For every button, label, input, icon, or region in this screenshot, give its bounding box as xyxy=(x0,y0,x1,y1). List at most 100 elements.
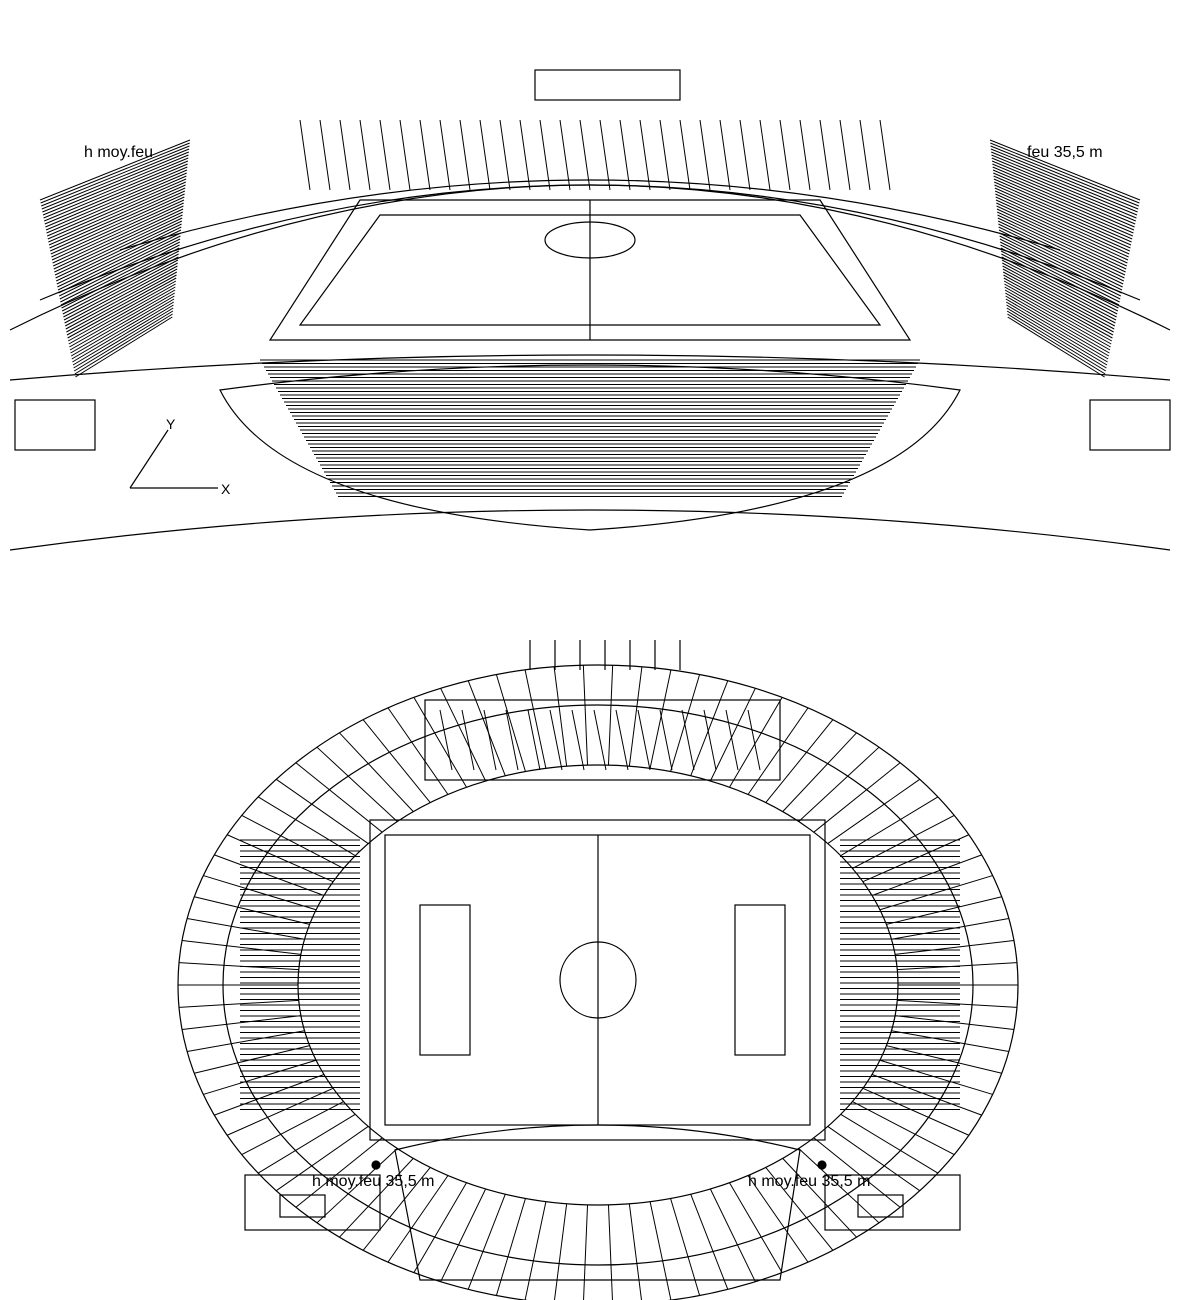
radial-rib xyxy=(194,896,310,925)
back-stand-row xyxy=(479,119,491,191)
seat-row xyxy=(67,277,177,339)
radial-rib xyxy=(214,1074,325,1116)
radial-rib xyxy=(524,1201,547,1300)
top-stand-row xyxy=(593,709,607,771)
radial-rib xyxy=(226,834,334,883)
radial-rib xyxy=(554,1203,568,1300)
seat-row xyxy=(998,226,1123,288)
back-stand-row xyxy=(659,119,671,191)
seat-row xyxy=(1004,289,1111,351)
seat-row xyxy=(1005,292,1110,354)
seat-row xyxy=(993,172,1134,234)
seat-row xyxy=(993,178,1133,240)
seat-row xyxy=(44,163,188,225)
radial-rib xyxy=(295,1137,383,1208)
back-stand-row xyxy=(459,119,471,191)
back-stand-row xyxy=(579,119,591,191)
seat-row xyxy=(54,214,183,276)
seat-row xyxy=(53,208,184,270)
back-stand-row xyxy=(439,119,451,191)
seat-row xyxy=(998,229,1123,291)
back-stand-row xyxy=(499,119,511,191)
seat-row xyxy=(990,148,1139,210)
seat-row xyxy=(996,211,1126,273)
radial-rib xyxy=(862,834,970,883)
plan-view: h moy.feu 35,5 m h moy.feu 35,5 m xyxy=(0,640,1179,1300)
back-stand-row xyxy=(379,119,391,191)
seat-row xyxy=(993,175,1133,237)
seat-row xyxy=(51,199,185,261)
seat-row xyxy=(1005,295,1110,357)
top-stand-row xyxy=(527,709,541,771)
back-stand-row xyxy=(819,119,831,191)
radial-rib xyxy=(862,1087,970,1136)
seat-row xyxy=(40,142,190,204)
radial-rib xyxy=(339,732,414,812)
pitch-outline xyxy=(369,819,826,1141)
seat-row xyxy=(995,199,1129,261)
front-ring xyxy=(9,509,1171,551)
seat-row xyxy=(997,220,1125,282)
seat-row xyxy=(996,205,1128,267)
seat-row xyxy=(41,148,190,210)
seat-row xyxy=(63,259,179,321)
radial-rib xyxy=(275,1126,369,1192)
seat-row xyxy=(65,268,178,330)
seat-row xyxy=(991,154,1138,216)
seat-row xyxy=(992,166,1135,228)
seat-row xyxy=(991,151,1138,213)
radial-rib xyxy=(182,1015,301,1031)
plan-drawing xyxy=(177,640,1019,1300)
top-stand-row xyxy=(571,709,585,771)
floodlight-height-label-left: h moy.feu xyxy=(84,144,154,161)
mid-bowl-ring xyxy=(39,184,1141,301)
seat-row xyxy=(1006,310,1107,372)
back-stand-row xyxy=(799,119,811,191)
radial-rib xyxy=(316,746,398,822)
radial-rib xyxy=(729,697,783,788)
seat-row xyxy=(999,235,1122,297)
back-stand-box xyxy=(534,69,681,101)
seat-row xyxy=(54,211,184,273)
seat-row xyxy=(1001,253,1118,315)
seat-row xyxy=(995,196,1129,258)
seat-row xyxy=(1002,262,1116,324)
axis-y-line xyxy=(129,429,169,489)
back-stand-row xyxy=(679,119,691,191)
seat-row xyxy=(1006,307,1107,369)
right-box xyxy=(1089,399,1171,451)
radial-rib xyxy=(852,1101,955,1156)
radial-rib xyxy=(524,669,547,769)
radial-rib xyxy=(440,1188,487,1282)
radial-rib xyxy=(670,1198,701,1296)
seat-row xyxy=(45,166,188,228)
seat-row xyxy=(69,286,176,348)
seat-row xyxy=(1002,271,1114,333)
seat-row xyxy=(64,265,178,327)
radial-rib xyxy=(891,917,1009,940)
radial-rib xyxy=(690,680,729,776)
radial-rib xyxy=(316,1148,398,1224)
radial-rib xyxy=(187,917,305,940)
seat-row xyxy=(992,163,1136,225)
radial-rib xyxy=(214,854,325,896)
top-stand-row xyxy=(615,709,629,771)
radial-rib xyxy=(765,719,834,803)
back-stand-row xyxy=(359,119,371,191)
seat-row xyxy=(997,214,1126,276)
seat-row xyxy=(1007,313,1106,375)
radial-rib xyxy=(275,778,369,844)
top-stand-row xyxy=(681,709,695,771)
seat-row xyxy=(46,172,187,234)
radial-rib xyxy=(798,1148,880,1224)
radial-rib xyxy=(362,1167,431,1251)
seat-row xyxy=(990,142,1140,204)
seat-row xyxy=(67,280,177,342)
seat-row xyxy=(57,229,182,291)
seat-row xyxy=(58,235,181,297)
seat-row xyxy=(989,139,1141,201)
seat-row xyxy=(996,202,1128,264)
radial-rib xyxy=(187,1030,305,1053)
back-stand-row xyxy=(879,119,891,191)
seat-row xyxy=(41,145,190,207)
